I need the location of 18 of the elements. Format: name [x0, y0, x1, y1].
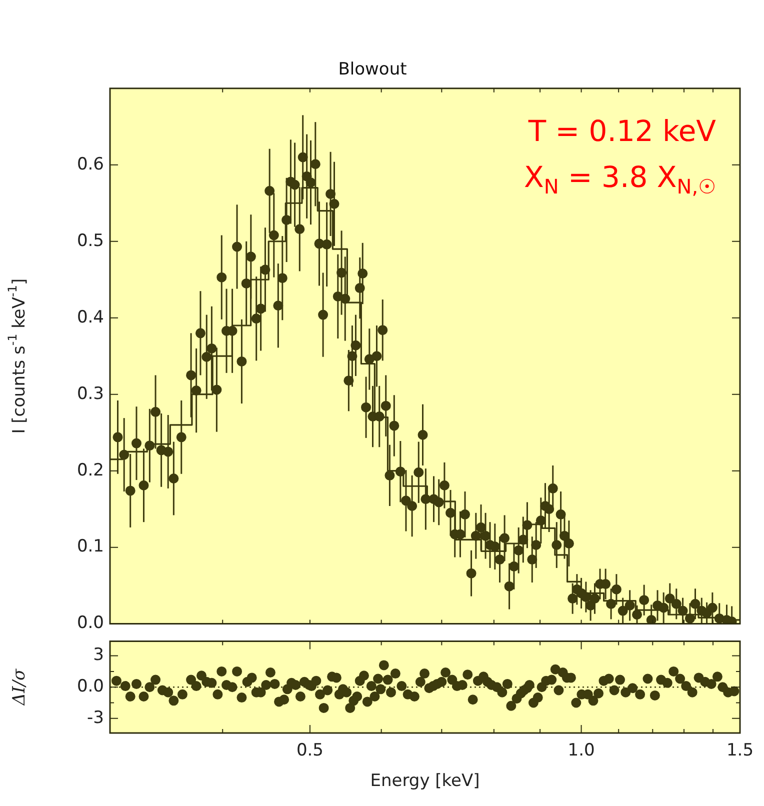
- y-tick-label: -3: [87, 708, 104, 728]
- x-axis-title: Energy [keV]: [370, 771, 480, 792]
- x-tick-label: 0.5: [296, 740, 324, 761]
- x-tick-label: 1.0: [568, 740, 595, 761]
- y-axis-title: I [counts s-1 keV-1]: [6, 278, 30, 434]
- y-tick-label: 0.0: [76, 676, 104, 697]
- chart-title: Blowout: [338, 60, 408, 80]
- y-axis-title: ΔI/σ: [9, 668, 30, 706]
- y-tick-label: 0.3: [76, 384, 104, 404]
- x-tick-label: 1.5: [726, 740, 754, 761]
- y-tick-label: 0.4: [76, 307, 104, 328]
- y-tick-label: 0.0: [76, 613, 104, 634]
- y-tick-label: 0.1: [76, 536, 104, 557]
- y-tick-label: 0.2: [76, 460, 104, 480]
- y-tick-label: 3: [93, 645, 104, 666]
- y-tick-label: 0.5: [76, 230, 104, 251]
- annotation: T = 0.12 keV: [527, 114, 716, 148]
- y-tick-label: 0.6: [76, 154, 104, 174]
